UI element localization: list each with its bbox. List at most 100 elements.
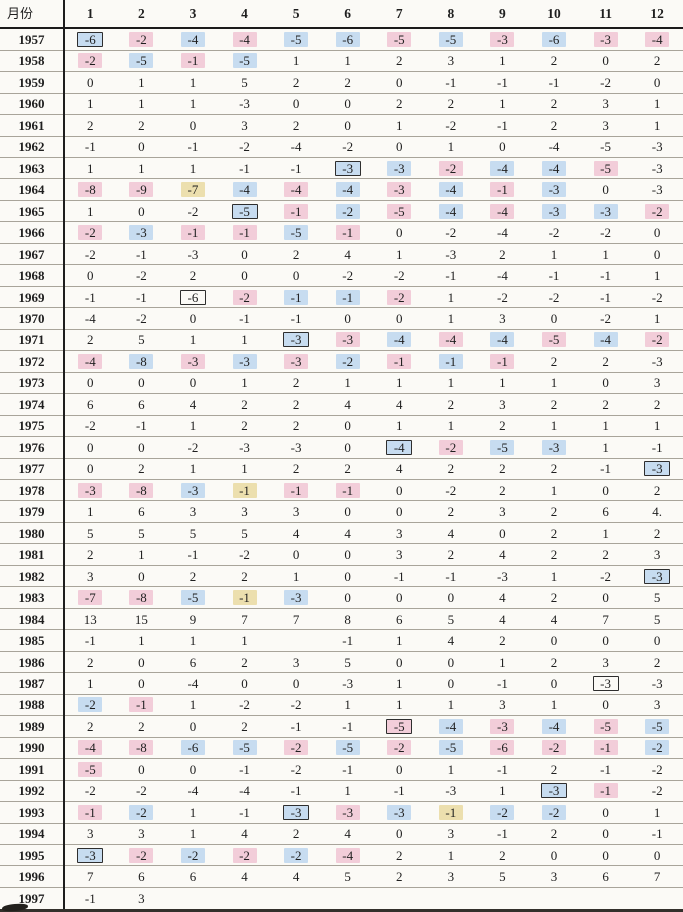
value: 0 <box>138 761 145 777</box>
year-cell: 1987 <box>0 672 65 695</box>
value-cell: 1 <box>167 629 219 652</box>
value-cell: -3 <box>579 200 632 223</box>
month-header: 7 <box>373 0 426 29</box>
value-cell: 0 <box>115 436 168 459</box>
table-row: 1996 7 6 6 4 4 5 2 3 5 3 6 7 <box>0 865 683 888</box>
value: 0 <box>447 590 455 606</box>
year-cell: 1972 <box>0 350 65 373</box>
month-header: 10 <box>528 0 580 29</box>
value: -4 <box>187 783 199 799</box>
value: 0 <box>447 654 455 670</box>
value: 2 <box>292 246 300 262</box>
value-cell: 0 <box>270 543 322 566</box>
value-cell: 0 <box>631 71 683 94</box>
value-cell: -1 <box>270 200 322 223</box>
year-cell: 1971 <box>0 329 65 352</box>
table-row: 1965 1 0 -2 -5 -1 -2 -5 -4 -4 -3 -3 -2 <box>0 200 683 223</box>
value-cell: -1 <box>167 543 219 566</box>
table-row: 1975 -2 -1 1 2 2 0 1 1 2 1 1 1 <box>0 415 683 438</box>
value-cell: -2 <box>373 264 426 287</box>
value: -7 <box>180 182 205 198</box>
value: 3 <box>396 525 403 541</box>
value-cell: 0 <box>321 543 374 566</box>
value-cell: 3 <box>425 865 477 888</box>
value-cell: 7 <box>631 865 683 888</box>
value: -3 <box>496 568 508 584</box>
value-cell: 1 <box>321 694 374 717</box>
value: -2 <box>445 225 457 241</box>
value-cell: -2 <box>631 200 683 223</box>
table-row: 1994 3 3 1 4 2 4 0 3 -1 2 0 -1 <box>0 823 683 845</box>
value: 0 <box>344 117 351 133</box>
value-cell: 0 <box>321 93 374 116</box>
year-cell: 1978 <box>0 479 65 502</box>
value-cell: -3 <box>270 350 322 373</box>
value-cell: 2 <box>528 823 580 845</box>
value: -3 <box>445 783 457 799</box>
value-cell: 0 <box>115 565 168 588</box>
value: -1 <box>548 74 560 90</box>
value-cell: 7 <box>64 865 116 888</box>
value: -4 <box>438 182 463 198</box>
value: 0 <box>138 203 145 219</box>
value: -1 <box>393 568 405 584</box>
value: 0 <box>396 74 403 90</box>
value: 1 <box>602 525 609 541</box>
value-cell: 0 <box>167 372 219 395</box>
value-cell: 2 <box>218 393 271 416</box>
value: 0 <box>138 675 145 691</box>
value-cell: -1 <box>321 286 374 309</box>
value: -5 <box>387 31 412 47</box>
value-cell: -3 <box>218 350 271 373</box>
value-cell: -1 <box>321 715 374 738</box>
value-cell: 2 <box>373 844 426 867</box>
value-cell: -1 <box>321 221 374 244</box>
month-header: 12 <box>631 0 683 29</box>
value: 2 <box>550 117 558 133</box>
value: 1 <box>499 375 506 391</box>
value-cell: 0 <box>115 136 168 158</box>
value-cell: 1 <box>167 71 219 94</box>
value: 4 <box>189 396 197 412</box>
value: 0 <box>344 311 351 326</box>
year-cell: 1958 <box>0 50 65 73</box>
value-cell: 0 <box>425 672 477 695</box>
value-cell: 1 <box>64 157 116 180</box>
value: 2 <box>550 353 558 369</box>
value-cell: 0 <box>528 629 580 652</box>
value <box>389 901 409 903</box>
value-cell: 1 <box>579 436 632 459</box>
value: 0 <box>396 139 403 155</box>
value: 3 <box>241 117 248 133</box>
value: -5 <box>593 160 618 176</box>
value-cell: 2 <box>528 393 580 416</box>
year-cell: 1977 <box>0 458 65 481</box>
value: -3 <box>283 804 310 820</box>
value: 1 <box>499 654 506 670</box>
value: 2 <box>550 53 558 69</box>
value: 0 <box>653 246 661 262</box>
value-cell: 1 <box>167 801 219 824</box>
value-cell: 2 <box>528 350 580 373</box>
value: -2 <box>600 568 611 584</box>
value-cell: -3 <box>528 200 580 223</box>
value-cell: 3 <box>476 694 529 717</box>
value: -2 <box>651 761 663 777</box>
value-cell: 4 <box>476 608 529 631</box>
value-cell: 2 <box>64 651 116 674</box>
value <box>492 901 512 903</box>
value-cell: 0 <box>218 243 271 266</box>
value: -5 <box>232 740 257 756</box>
value-cell: 0 <box>425 586 477 609</box>
value: -6 <box>335 31 360 47</box>
value-cell: 1 <box>579 415 632 438</box>
value: -3 <box>334 160 361 176</box>
value: -4 <box>335 847 360 863</box>
year-cell: 1970 <box>0 307 65 330</box>
value: 0 <box>396 761 403 777</box>
value-cell: -2 <box>528 286 580 309</box>
value-cell: 1 <box>631 415 683 438</box>
value: 1 <box>447 761 455 777</box>
value: -1 <box>593 740 618 756</box>
